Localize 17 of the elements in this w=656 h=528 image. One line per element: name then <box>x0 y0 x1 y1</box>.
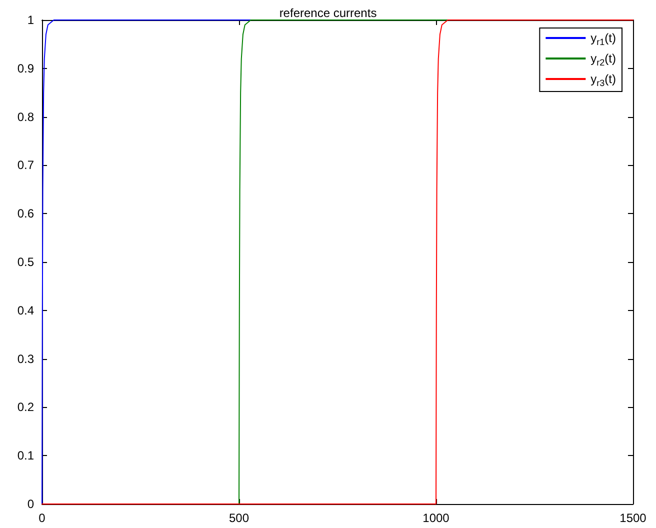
y-tick-label: 0.2 <box>17 400 34 414</box>
x-tick-label: 1000 <box>422 511 450 525</box>
chart-title: reference currents <box>279 6 377 20</box>
y-tick-label: 0.4 <box>17 303 34 318</box>
y-tick-label: 0.3 <box>17 352 34 366</box>
y-tick-label: 0.1 <box>17 448 34 463</box>
y-tick-label: 0.5 <box>17 255 34 269</box>
y-tick-label: 0.8 <box>17 110 34 124</box>
y-tick-label: 1 <box>27 13 34 27</box>
x-tick-label: 1500 <box>620 511 647 525</box>
y-tick-label: 0.9 <box>17 61 34 76</box>
x-tick-label: 0 <box>38 511 46 525</box>
y-tick-label: 0.6 <box>17 206 34 221</box>
y-tick-label: 0.7 <box>17 158 34 172</box>
line-series <box>42 20 634 504</box>
y-tick-label: 0 <box>27 497 34 511</box>
x-tick-label: 500 <box>228 511 250 525</box>
